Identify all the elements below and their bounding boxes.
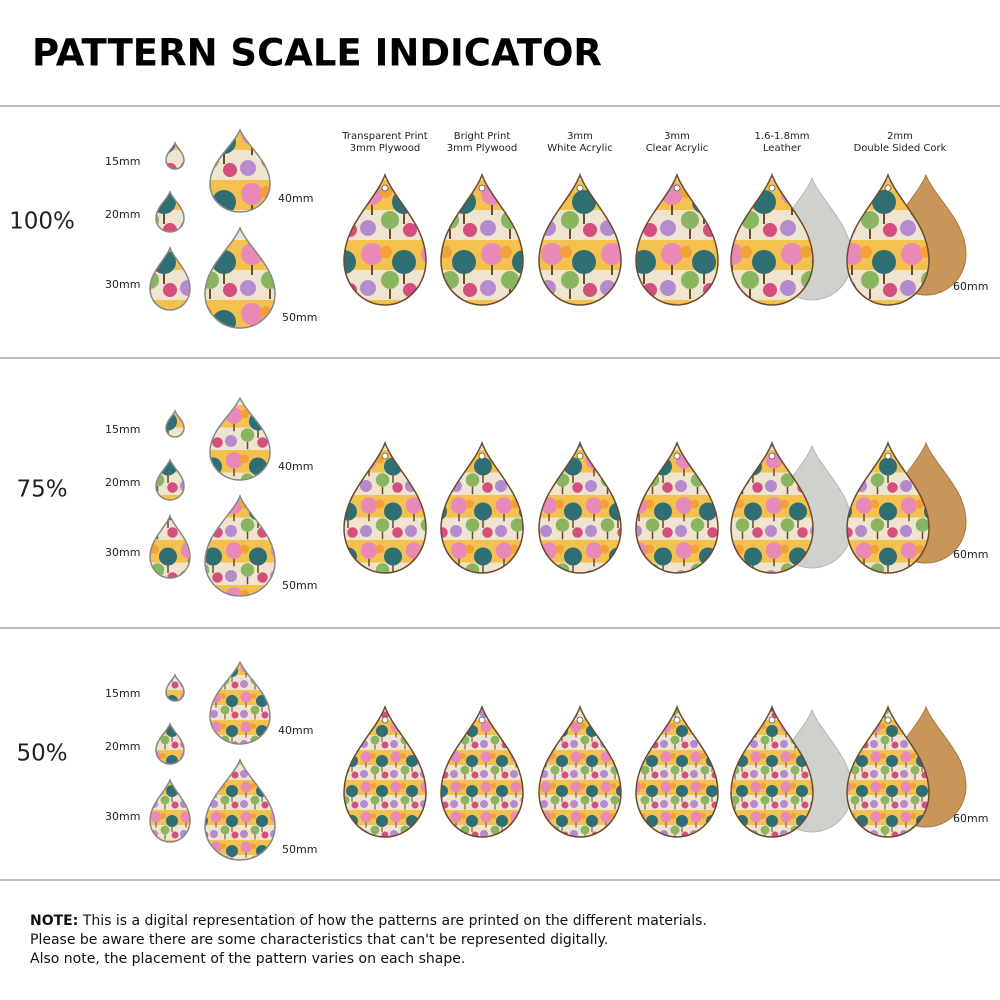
material-drop bbox=[538, 172, 622, 306]
hole bbox=[673, 452, 681, 460]
material-label: 3mm Plywood bbox=[350, 143, 421, 154]
material-drop bbox=[635, 172, 719, 306]
hole bbox=[673, 716, 681, 724]
large-size-label: 60mm bbox=[953, 548, 988, 561]
sample-drop bbox=[155, 190, 185, 233]
hole bbox=[576, 716, 584, 724]
hole bbox=[768, 716, 776, 724]
size-label: 15mm bbox=[105, 423, 140, 436]
hole bbox=[381, 716, 389, 724]
material-label: White Acrylic bbox=[547, 143, 613, 154]
sample-drop bbox=[155, 458, 185, 501]
hole bbox=[478, 716, 486, 724]
material-drop bbox=[440, 440, 524, 574]
note: NOTE: This is a digital representation o… bbox=[30, 912, 707, 969]
material-drop bbox=[343, 704, 427, 838]
hole bbox=[381, 184, 389, 192]
material-label: Leather bbox=[763, 143, 802, 154]
hole bbox=[768, 184, 776, 192]
material-drop bbox=[846, 704, 930, 838]
size-label: 50mm bbox=[282, 843, 317, 856]
size-label: 30mm bbox=[105, 810, 140, 823]
sample-drop bbox=[204, 494, 276, 597]
material-label: Transparent Print bbox=[341, 131, 427, 142]
material-drop bbox=[538, 704, 622, 838]
note-line: Also note, the placement of the pattern … bbox=[30, 951, 466, 967]
hole bbox=[478, 452, 486, 460]
material-drop bbox=[635, 704, 719, 838]
material-drop bbox=[538, 440, 622, 574]
material-drop bbox=[343, 440, 427, 574]
material-drop bbox=[730, 704, 814, 838]
size-label: 15mm bbox=[105, 155, 140, 168]
size-label: 30mm bbox=[105, 278, 140, 291]
size-label: 20mm bbox=[105, 740, 140, 753]
size-label: 50mm bbox=[282, 579, 317, 592]
hole bbox=[381, 452, 389, 460]
scale-label: 50% bbox=[16, 741, 67, 767]
sample-drop bbox=[204, 758, 276, 861]
hole bbox=[884, 184, 892, 192]
hole bbox=[768, 452, 776, 460]
scale-label: 75% bbox=[16, 477, 67, 503]
sample-drop bbox=[165, 141, 185, 170]
sample-drop bbox=[165, 673, 185, 702]
material-drop bbox=[846, 172, 930, 306]
size-label: 50mm bbox=[282, 311, 317, 324]
large-size-label: 60mm bbox=[953, 280, 988, 293]
note-line: Please be aware there are some character… bbox=[30, 932, 609, 948]
material-drop bbox=[730, 172, 814, 306]
material-label: 3mm bbox=[664, 131, 690, 142]
material-label: 3mm Plywood bbox=[447, 143, 518, 154]
material-drop bbox=[440, 172, 524, 306]
note-text: This is a digital representation of how … bbox=[82, 913, 707, 929]
note-line: NOTE: This is a digital representation o… bbox=[30, 912, 707, 931]
large-size-label: 60mm bbox=[953, 812, 988, 825]
sample-drop bbox=[149, 777, 191, 843]
sample-drop bbox=[149, 513, 191, 579]
sample-drop bbox=[204, 226, 276, 329]
material-label: 2mm bbox=[887, 131, 913, 142]
sample-drop bbox=[209, 128, 271, 213]
size-label: 30mm bbox=[105, 546, 140, 559]
material-drop bbox=[846, 440, 930, 574]
note-label: NOTE: bbox=[30, 913, 79, 929]
material-drop bbox=[343, 172, 427, 306]
size-label: 40mm bbox=[278, 460, 313, 473]
sample-drop bbox=[149, 245, 191, 311]
hole bbox=[884, 716, 892, 724]
sample-drop bbox=[155, 722, 185, 765]
material-label: Clear Acrylic bbox=[646, 143, 709, 154]
sample-drop bbox=[165, 409, 185, 438]
hole bbox=[478, 184, 486, 192]
size-label: 40mm bbox=[278, 192, 313, 205]
hole bbox=[673, 184, 681, 192]
sample-drop bbox=[209, 396, 271, 481]
title: PATTERN SCALE INDICATOR bbox=[32, 32, 602, 75]
material-drop bbox=[440, 704, 524, 838]
material-label: Bright Print bbox=[454, 131, 511, 142]
size-label: 20mm bbox=[105, 208, 140, 221]
material-label: 1.6-1.8mm bbox=[755, 131, 810, 142]
size-label: 20mm bbox=[105, 476, 140, 489]
hole bbox=[884, 452, 892, 460]
scale-label: 100% bbox=[9, 209, 75, 235]
material-drop bbox=[635, 440, 719, 574]
material-label: 3mm bbox=[567, 131, 593, 142]
size-label: 15mm bbox=[105, 687, 140, 700]
material-label: Double Sided Cork bbox=[854, 143, 947, 154]
size-label: 40mm bbox=[278, 724, 313, 737]
sample-drop bbox=[209, 660, 271, 745]
hole bbox=[576, 184, 584, 192]
hole bbox=[576, 452, 584, 460]
material-drop bbox=[730, 440, 814, 574]
